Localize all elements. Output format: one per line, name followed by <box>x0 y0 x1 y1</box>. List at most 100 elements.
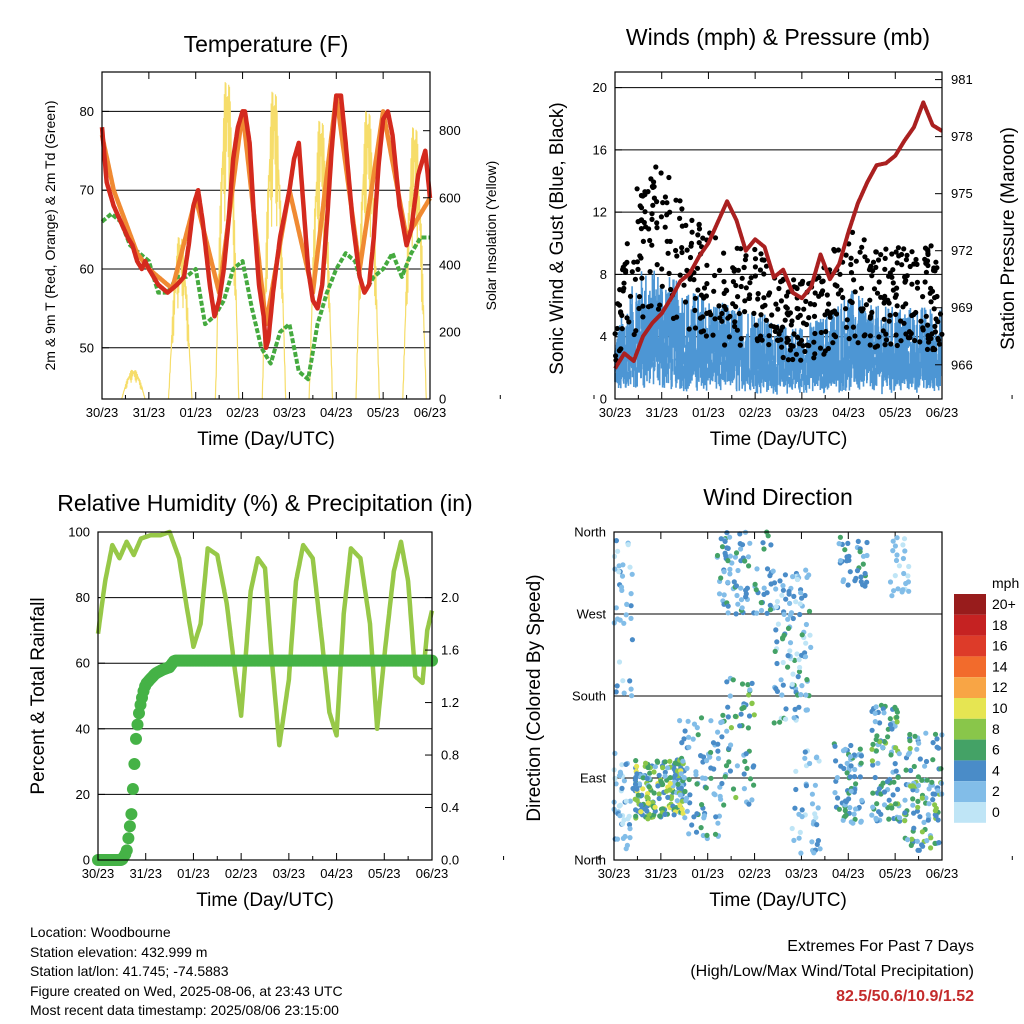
direction-point <box>928 835 934 841</box>
direction-point <box>634 797 640 804</box>
direction-point <box>719 544 726 550</box>
direction-point <box>773 686 779 692</box>
wind_direction-x-tick-label: 30/23 <box>598 866 631 881</box>
gust-point <box>787 347 794 353</box>
direction-point <box>664 788 670 794</box>
direction-point <box>733 550 740 556</box>
direction-point <box>725 579 731 585</box>
gust-point <box>898 338 904 344</box>
direction-point <box>917 756 923 762</box>
gust-point <box>806 315 812 321</box>
gust-point <box>783 304 789 310</box>
direction-point <box>787 648 793 654</box>
direction-point <box>623 798 629 804</box>
direction-point <box>796 835 802 841</box>
solar-day-4 <box>308 120 334 400</box>
direction-point <box>613 781 619 787</box>
humidity-title: Relative Humidity (%) & Precipitation (i… <box>57 490 472 516</box>
gust-point <box>755 296 761 302</box>
direction-point <box>625 542 631 548</box>
direction-point <box>620 678 626 684</box>
direction-point <box>809 791 816 797</box>
direction-point <box>780 682 786 688</box>
direction-point <box>627 678 633 684</box>
direction-point <box>929 779 935 785</box>
gust-point <box>638 255 644 261</box>
direction-point <box>724 530 730 536</box>
gust-point <box>875 257 882 263</box>
gust-point <box>771 324 777 330</box>
direction-point <box>715 741 721 747</box>
direction-point <box>837 534 844 540</box>
gust-point <box>691 277 697 283</box>
direction-point <box>764 566 771 572</box>
direction-point <box>624 601 630 608</box>
direction-point <box>632 777 639 783</box>
speed-legend-swatch <box>954 614 986 636</box>
direction-point <box>881 710 887 716</box>
temperature-y-tick-label: 50 <box>80 340 94 355</box>
direction-point <box>850 820 856 826</box>
gust-point <box>883 331 889 337</box>
gust-point <box>861 237 867 243</box>
gust-point <box>703 333 710 339</box>
gust-point <box>788 322 794 328</box>
direction-point <box>749 797 755 803</box>
gust-point <box>634 186 640 192</box>
winds-x-tick-label: 04/23 <box>832 405 865 420</box>
direction-point <box>725 704 731 710</box>
direction-point <box>910 802 916 808</box>
gust-point <box>870 259 877 265</box>
direction-point <box>785 616 791 622</box>
direction-point <box>700 832 706 839</box>
gust-point <box>763 263 770 269</box>
direction-points <box>611 529 945 856</box>
gust-point <box>624 259 630 265</box>
direction-point <box>747 540 753 546</box>
direction-point <box>895 774 901 780</box>
gust-point <box>707 309 713 315</box>
wind_direction-x-tick-label: 04/23 <box>832 866 865 881</box>
direction-point <box>851 811 857 817</box>
rainfall-point <box>120 844 133 857</box>
direction-point <box>893 557 900 564</box>
direction-point <box>900 542 906 548</box>
latest-timestamp: Most recent data timestamp: 2025/08/06 2… <box>30 1002 339 1018</box>
winds-y2-tick-label: 972 <box>951 243 973 258</box>
gust-point <box>876 279 882 285</box>
direction-point <box>790 615 796 622</box>
direction-point <box>734 763 741 769</box>
direction-point <box>667 775 673 781</box>
gust-point <box>924 346 931 352</box>
gust-point <box>761 295 767 301</box>
gust-point <box>733 282 739 289</box>
gust-point <box>666 174 672 181</box>
temperature-x-tick-label: 03/23 <box>273 405 306 420</box>
gust-series <box>612 164 945 363</box>
direction-point <box>771 720 777 726</box>
gust-point <box>901 246 907 252</box>
gust-point <box>741 264 747 270</box>
gust-point <box>752 264 759 270</box>
direction-point <box>758 607 765 614</box>
speed-legend-label: 14 <box>992 658 1008 674</box>
direction-point <box>907 745 913 752</box>
temperature-ylabel-right: Solar Insolation (Yellow) <box>483 161 499 311</box>
direction-point <box>715 729 721 735</box>
gust-point <box>697 315 704 321</box>
wind-direction-y-tick-label: North <box>574 853 606 868</box>
direction-point <box>894 535 900 541</box>
direction-point <box>851 774 858 780</box>
direction-point <box>780 659 786 666</box>
gust-point <box>812 330 818 337</box>
direction-point <box>872 710 878 716</box>
gust-point <box>615 301 621 307</box>
gust-point <box>890 267 896 273</box>
direction-point <box>771 580 778 586</box>
gust-point <box>843 324 850 330</box>
direction-point <box>806 572 812 578</box>
direction-point <box>655 783 661 789</box>
direction-point <box>612 750 618 757</box>
direction-point <box>745 554 752 560</box>
gust-point <box>932 268 938 274</box>
